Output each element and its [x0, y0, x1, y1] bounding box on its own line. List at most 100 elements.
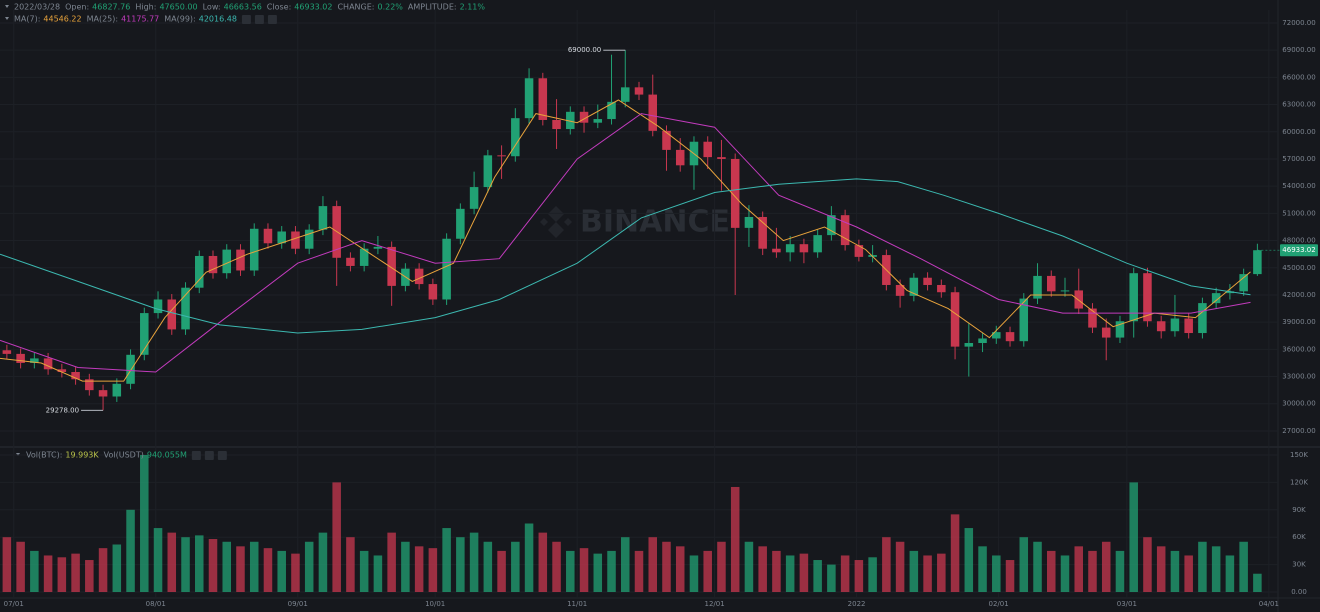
candle-body [552, 119, 561, 130]
legend-button[interactable] [241, 15, 251, 24]
candle-body [978, 338, 987, 344]
volume-bar [703, 550, 712, 592]
volume-bar [85, 560, 94, 592]
volume-bar [401, 541, 410, 592]
candle-body [1143, 273, 1152, 322]
volume-bar [675, 546, 685, 592]
volume-bar [950, 514, 960, 592]
candle-body [511, 118, 520, 157]
volume-bar [469, 532, 479, 592]
candle-body [153, 299, 163, 314]
volume-tick-label: 0.00 [1291, 588, 1307, 596]
legend-button[interactable] [267, 15, 277, 24]
volume-bar [882, 537, 891, 592]
legend-text: Open: [65, 3, 89, 12]
volume-bar [30, 550, 39, 592]
y-tick-label: 51000.00 [1282, 209, 1315, 217]
legend-text: 41175.77 [121, 15, 159, 24]
candle-body [1253, 250, 1262, 275]
legend-text: MA(99): [164, 15, 196, 24]
volume-bar [153, 528, 163, 592]
candle-body [346, 257, 355, 266]
y-tick-label: 27000.00 [1282, 427, 1315, 435]
legend-text: AMPLITUDE: [408, 3, 457, 12]
volume-bar [524, 523, 534, 592]
y-tick-label: 33000.00 [1282, 373, 1315, 381]
volume-bar [456, 537, 465, 592]
volume-bar [1033, 541, 1042, 592]
legend-text: High: [135, 3, 156, 12]
collapse-icon[interactable] [5, 5, 9, 8]
volume-bar [868, 557, 877, 592]
candle-body [744, 216, 754, 228]
volume-bar [249, 541, 259, 592]
volume-bar [799, 553, 809, 592]
volume-bar [16, 541, 25, 592]
candle-body [895, 284, 905, 296]
volume-bar [57, 557, 67, 592]
candle-body [497, 155, 506, 157]
legend-text: 19.993K [65, 451, 99, 460]
candle-body [1005, 332, 1015, 342]
x-tick-label: 11/01 [567, 600, 587, 608]
legend-button[interactable] [254, 15, 264, 24]
y-tick-label: 36000.00 [1282, 345, 1315, 353]
volume-bar [1184, 555, 1193, 592]
volume-bar [359, 550, 369, 592]
volume-bar [593, 553, 603, 592]
candle-body [30, 358, 39, 363]
volume-bar [263, 548, 273, 592]
volume-bar [566, 550, 575, 592]
legend-text: 46827.76 [92, 3, 130, 12]
volume-bar [552, 541, 561, 592]
volume-bar [181, 537, 190, 592]
candle-body [538, 78, 548, 120]
volume-bar [346, 537, 355, 592]
volume-bar [387, 532, 396, 592]
volume-bar [332, 482, 341, 592]
volume-bar [98, 548, 108, 592]
candle-body [126, 354, 135, 384]
candle-body [318, 206, 328, 230]
y-tick-label: 69000.00 [1282, 46, 1315, 54]
volume-bar [827, 564, 836, 592]
legend-button[interactable] [191, 451, 201, 460]
volume-bar [277, 550, 286, 592]
marker-label: 69000.00 [568, 46, 601, 54]
y-tick-label: 45000.00 [1282, 264, 1315, 272]
volume-bar [620, 537, 630, 592]
volume-bar [43, 555, 53, 592]
candle-body [1046, 275, 1056, 292]
volume-bar [414, 546, 424, 592]
y-tick-label: 72000.00 [1282, 19, 1315, 27]
candle-body [648, 94, 658, 131]
legend-button[interactable] [204, 451, 214, 460]
volume-bar [937, 553, 946, 592]
volume-bar [140, 454, 149, 592]
candle-body [827, 215, 836, 236]
volume-bar [1046, 550, 1056, 592]
candle-body [524, 78, 534, 119]
volume-bar [291, 553, 300, 592]
candle-body [140, 313, 149, 355]
candle-body [593, 119, 603, 123]
volume-bar [1060, 555, 1070, 592]
volume-bar [442, 528, 451, 592]
candle-body [950, 292, 960, 347]
volume-bar [964, 528, 974, 592]
candle-body [304, 229, 314, 249]
candle-body [937, 284, 946, 293]
candle-body [57, 369, 67, 373]
collapse-icon[interactable] [5, 17, 9, 20]
legend-text: 42016.48 [199, 15, 237, 24]
candle-body [483, 155, 493, 188]
x-tick-label: 08/01 [146, 600, 166, 608]
volume-bar [662, 541, 671, 592]
volume-bar [840, 555, 850, 592]
volume-bar [1239, 541, 1248, 592]
x-tick-label: 04/01 [1259, 600, 1279, 608]
legend-button[interactable] [217, 451, 227, 460]
candle-body [43, 358, 53, 370]
